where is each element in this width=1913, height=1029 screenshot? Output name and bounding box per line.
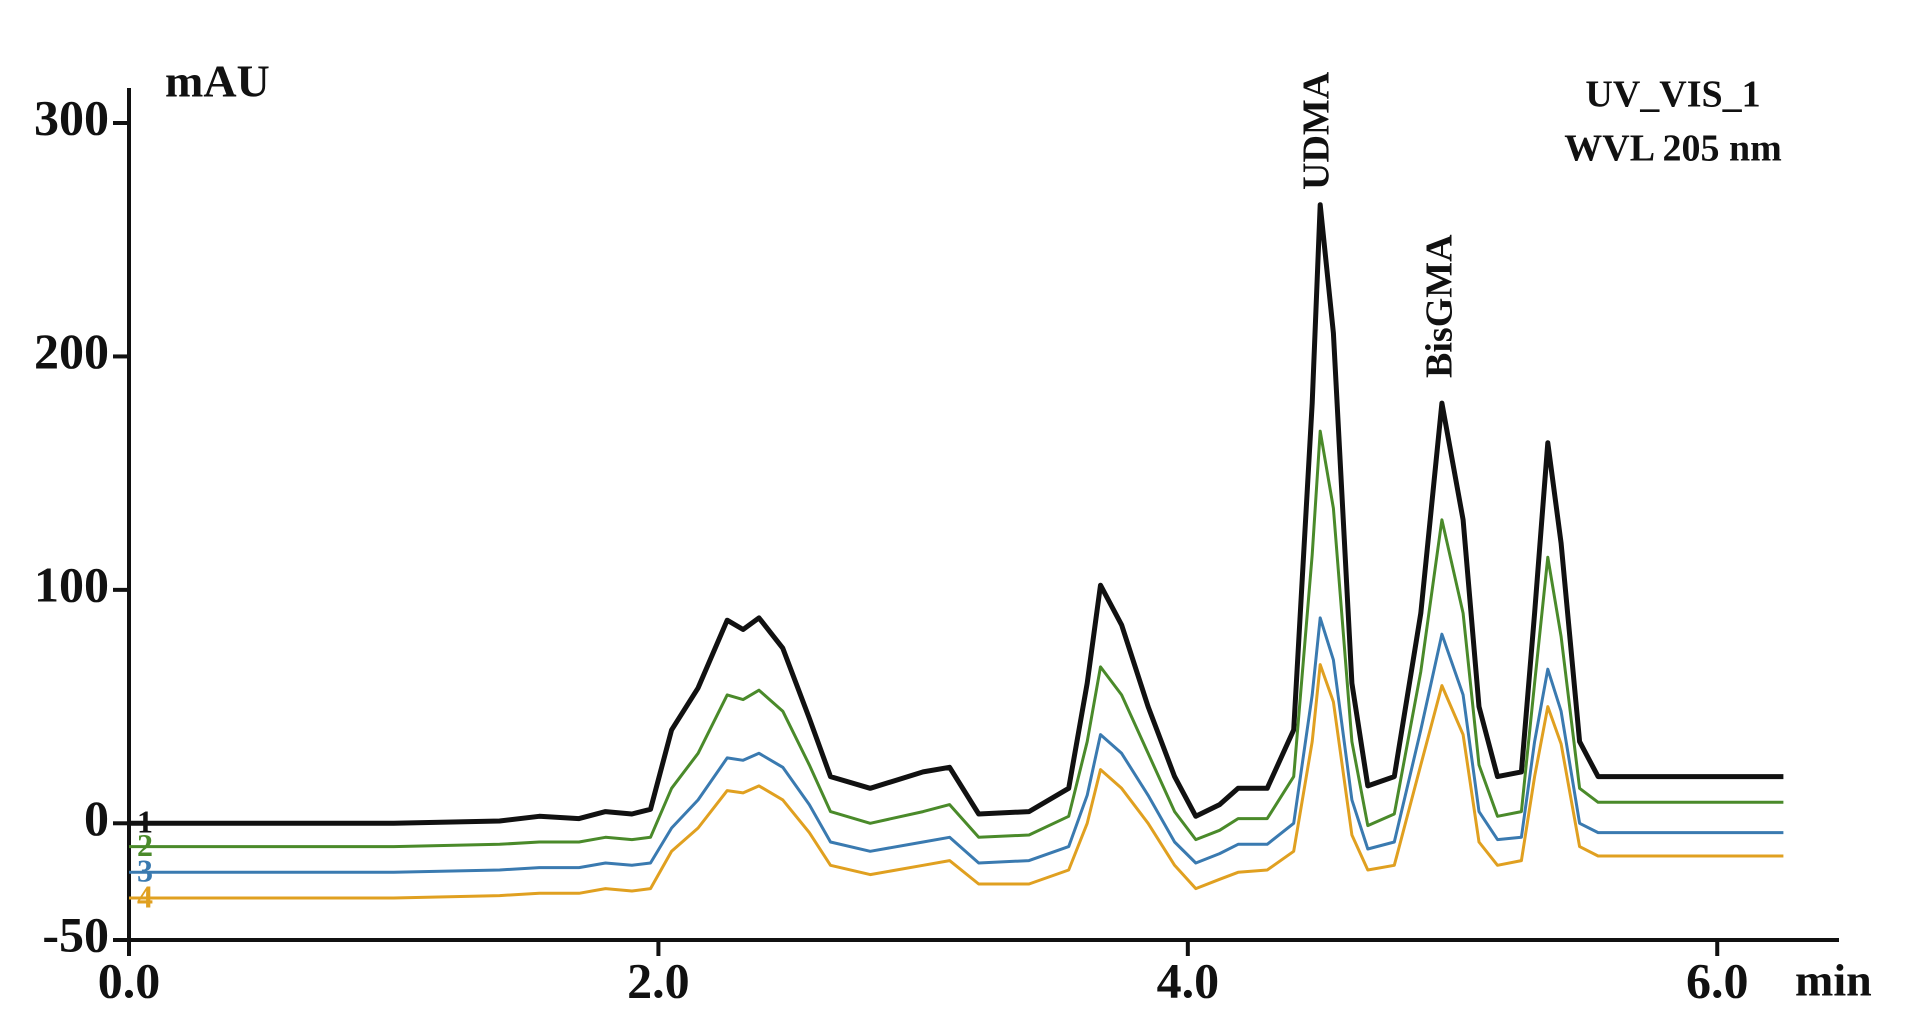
legend-label: 1: [137, 804, 153, 840]
series-line: [129, 429, 1784, 849]
y-tick-label: 0: [84, 790, 109, 846]
annotation: WVL 205 nm: [1564, 128, 1781, 170]
peak-label: BisGMA: [1419, 234, 1461, 378]
y-tick-label: -50: [42, 906, 109, 962]
legend-label: 3: [137, 853, 153, 889]
series-line: [129, 663, 1784, 900]
x-axis-label: min: [1795, 955, 1872, 1006]
x-tick-label: 2.0: [627, 952, 690, 1008]
legend-label: 4: [137, 878, 153, 914]
y-tick-label: 200: [34, 323, 109, 379]
y-tick-label: 100: [34, 556, 109, 612]
series-line: [129, 202, 1784, 826]
y-axis-label: mAU: [165, 56, 270, 107]
x-tick-label: 6.0: [1686, 952, 1749, 1008]
legend-label: 2: [137, 827, 153, 863]
annotation: UV_VIS_1: [1585, 74, 1760, 116]
series-line: [129, 616, 1784, 874]
peak-label: UDMA: [1296, 71, 1338, 190]
y-tick-label: 300: [34, 89, 109, 145]
x-tick-label: 0.0: [98, 952, 161, 1008]
x-tick-label: 4.0: [1157, 952, 1220, 1008]
